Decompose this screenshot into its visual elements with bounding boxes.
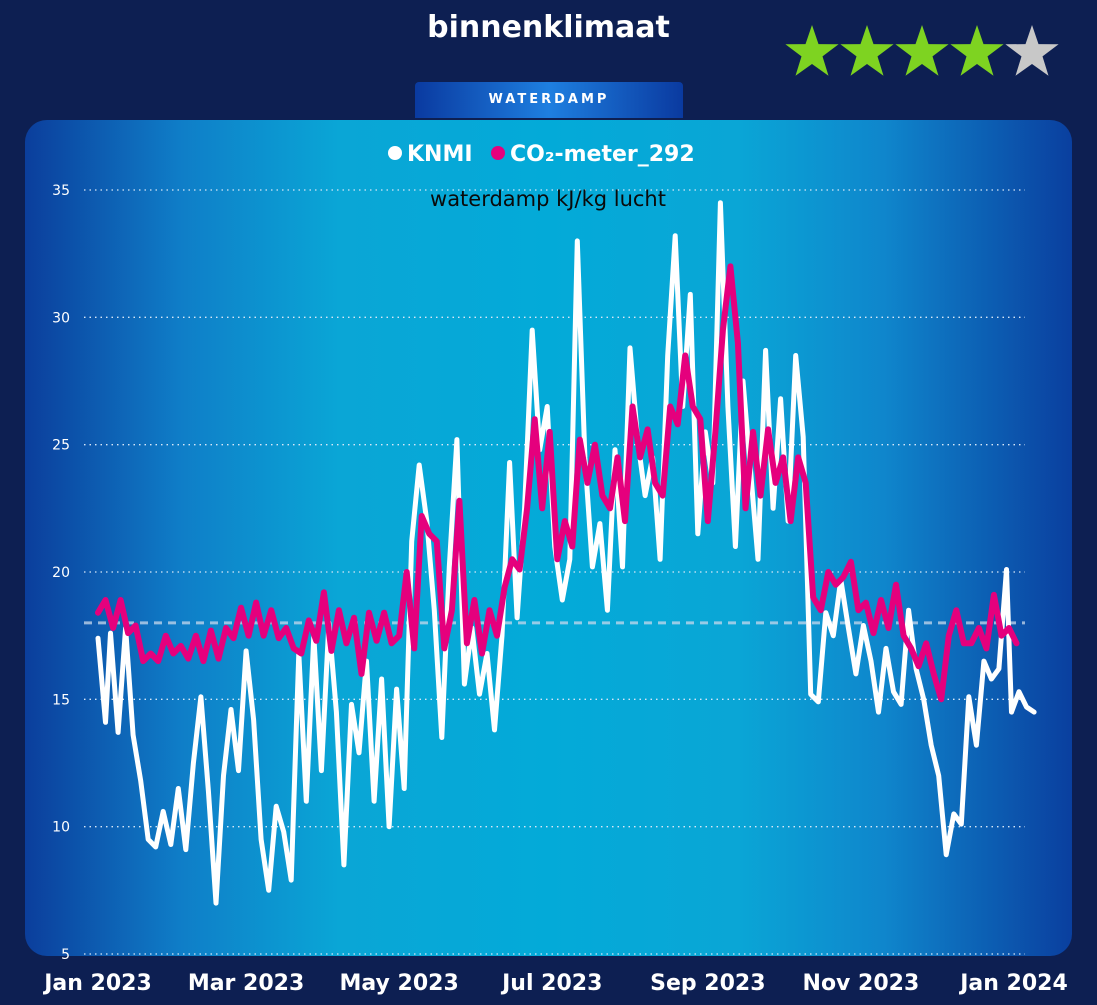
x-tick-label: Mar 2023 <box>188 971 304 996</box>
y-tick-label: 25 <box>52 438 70 454</box>
x-tick-label: Jan 2023 <box>42 971 152 996</box>
grid-lines <box>84 189 1025 955</box>
x-tick-label: Jul 2023 <box>500 971 602 996</box>
series-line-knmi <box>95 200 1037 906</box>
star-filled-icon <box>950 25 1004 76</box>
series-line-co2-meter <box>95 263 1020 703</box>
chart-title: waterdamp kJ/kg lucht <box>430 187 666 211</box>
star-empty-icon <box>1005 25 1059 76</box>
legend: KNMI CO₂-meter_292 <box>388 142 695 167</box>
y-tick-label: 20 <box>52 565 70 581</box>
y-axis-ticks: 5 10 15 20 25 30 35 <box>52 183 70 963</box>
x-tick-label: Jan 2024 <box>958 971 1068 996</box>
y-tick-label: 15 <box>52 692 70 708</box>
legend-label-knmi: KNMI <box>407 142 473 167</box>
chart-panel <box>25 120 1072 956</box>
y-tick-label: 30 <box>52 310 70 326</box>
x-tick-label: Sep 2023 <box>650 971 765 996</box>
y-tick-label: 35 <box>52 183 70 199</box>
star-filled-icon <box>895 25 949 76</box>
legend-label-co2-meter: CO₂-meter_292 <box>510 142 695 167</box>
x-axis-ticks: Jan 2023 Mar 2023 May 2023 Jul 2023 Sep 2023… <box>42 971 1068 996</box>
legend-marker-co2-meter <box>491 146 505 160</box>
y-tick-label: 5 <box>61 947 70 963</box>
legend-marker-knmi <box>388 146 402 160</box>
page-title: binnenklimaat <box>427 10 670 45</box>
star-rating <box>785 25 1059 76</box>
series-lines <box>95 200 1037 906</box>
x-tick-label: May 2023 <box>340 971 459 996</box>
x-tick-label: Nov 2023 <box>803 971 920 996</box>
star-filled-icon <box>840 25 894 76</box>
y-tick-label: 10 <box>52 820 70 836</box>
star-filled-icon <box>785 25 839 76</box>
tab-waterdamp[interactable]: WATERDAMP <box>415 82 683 118</box>
